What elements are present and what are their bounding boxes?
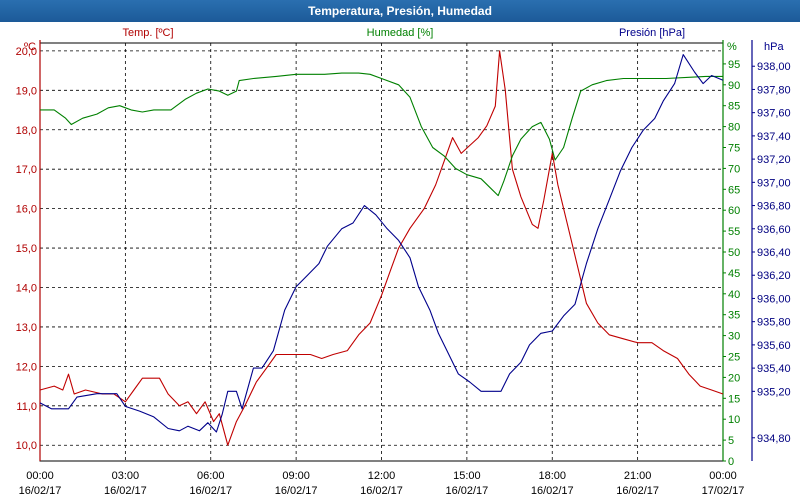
- temp-tick-label: 19,0: [16, 85, 37, 97]
- pres-tick-label: 936,60: [757, 224, 791, 236]
- pres-tick-label: 937,80: [757, 84, 791, 96]
- pres-tick-label: 937,20: [757, 154, 791, 166]
- temp-tick-label: 10,0: [16, 440, 37, 452]
- pres-tick-label: 936,80: [757, 201, 791, 213]
- x-tick-date: 16/02/17: [616, 485, 659, 497]
- hum-tick-label: 0: [728, 456, 734, 468]
- temp-unit-label: ºC: [24, 41, 36, 53]
- temp-tick-label: 14,0: [16, 282, 37, 294]
- x-tick-time: 18:00: [538, 470, 566, 482]
- x-tick-time: 00:00: [709, 470, 737, 482]
- hum-tick-label: 20: [728, 372, 740, 384]
- hum-tick-label: 90: [728, 80, 740, 92]
- hum-tick-label: 85: [728, 101, 740, 113]
- x-tick-time: 06:00: [197, 470, 225, 482]
- hum-tick-label: 30: [728, 331, 740, 343]
- x-tick-date: 16/02/17: [19, 485, 62, 497]
- hum-axis-title: Humedad [%]: [367, 27, 434, 39]
- temp-tick-label: 12,0: [16, 361, 37, 373]
- temp-axis-title: Temp. [ºC]: [122, 27, 173, 39]
- pres-series-line: [39, 54, 724, 433]
- hum-tick-label: 50: [728, 247, 740, 259]
- grid: [40, 43, 723, 461]
- pres-tick-label: 936,00: [757, 293, 791, 305]
- pres-tick-label: 934,80: [757, 433, 791, 445]
- temp-tick-label: 13,0: [16, 322, 37, 334]
- x-tick-time: 00:00: [26, 470, 54, 482]
- pres-unit-label: hPa: [764, 41, 784, 53]
- x-tick-time: 09:00: [282, 470, 310, 482]
- x-tick-date: 16/02/17: [445, 485, 488, 497]
- temp-series-line: [39, 50, 724, 446]
- temp-tick-label: 18,0: [16, 125, 37, 137]
- x-tick-time: 21:00: [624, 470, 652, 482]
- x-tick-date: 17/02/17: [702, 485, 745, 497]
- pres-axis-title: Presión [hPa]: [619, 27, 685, 39]
- axis-labels: Temp. [ºC] Humedad [%] Presión [hPa] ºC …: [24, 27, 784, 53]
- x-tick-date: 16/02/17: [104, 485, 147, 497]
- pres-tick-label: 937,00: [757, 177, 791, 189]
- pres-tick-label: 937,60: [757, 108, 791, 120]
- pres-tick-label: 938,00: [757, 61, 791, 73]
- hum-tick-label: 10: [728, 414, 740, 426]
- hum-unit-label: %: [727, 41, 737, 53]
- temp-tick-label: 15,0: [16, 243, 37, 255]
- hum-tick-label: 35: [728, 310, 740, 322]
- axes: [39, 40, 753, 462]
- series: [39, 50, 724, 446]
- pres-ticks: 938,00 937,80 937,60 937,40 937,20 937,00 936,…: [752, 61, 791, 445]
- x-tick-time: 12:00: [368, 470, 396, 482]
- pres-tick-label: 936,20: [757, 270, 791, 282]
- temp-tick-label: 11,0: [16, 401, 37, 413]
- hum-tick-label: 25: [728, 352, 740, 364]
- hum-tick-label: 70: [728, 163, 740, 175]
- hum-tick-label: 65: [728, 184, 740, 196]
- x-tick-time: 15:00: [453, 470, 481, 482]
- hum-tick-label: 15: [728, 393, 740, 405]
- x-tick-date: 16/02/17: [275, 485, 318, 497]
- temp-ticks: 20,0 19,0 18,0 17,0 16,0 15,0 14,0 13,0 12,0 11,0…: [16, 46, 37, 452]
- x-tick-time: 03:00: [112, 470, 140, 482]
- hum-tick-label: 55: [728, 226, 740, 238]
- x-tick-date: 16/02/17: [360, 485, 403, 497]
- x-ticks: 00:00 16/02/17 03:00 16/02/17 06:00 16/02/17 0…: [19, 470, 745, 497]
- hum-tick-label: 60: [728, 205, 740, 217]
- hum-tick-label: 45: [728, 268, 740, 280]
- pres-tick-label: 937,40: [757, 131, 791, 143]
- pres-tick-label: 935,80: [757, 317, 791, 329]
- hum-series-line: [40, 72, 723, 197]
- chart-title: Temperatura, Presión, Humedad: [0, 0, 800, 22]
- x-tick-date: 16/02/17: [189, 485, 232, 497]
- temp-tick-label: 17,0: [16, 164, 37, 176]
- pres-tick-label: 935,20: [757, 386, 791, 398]
- pres-tick-label: 936,40: [757, 247, 791, 259]
- hum-tick-label: 75: [728, 143, 740, 155]
- hum-tick-label: 95: [728, 59, 740, 71]
- pres-tick-label: 935,60: [757, 340, 791, 352]
- hum-tick-label: 80: [728, 122, 740, 134]
- x-tick-date: 16/02/17: [531, 485, 574, 497]
- pres-tick-label: 935,40: [757, 363, 791, 375]
- hum-tick-label: 40: [728, 289, 740, 301]
- temp-tick-label: 16,0: [16, 204, 37, 216]
- temp-tick-label: 20,0: [16, 46, 37, 58]
- hum-tick-label: 5: [728, 435, 734, 447]
